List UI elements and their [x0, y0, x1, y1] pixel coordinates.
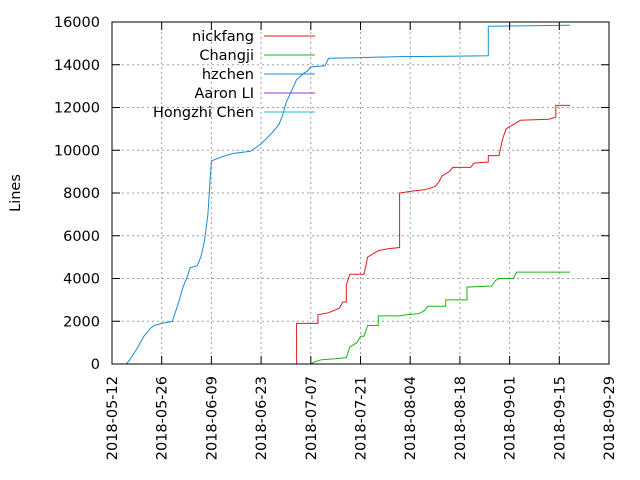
x-tick-label: 2018-06-09: [204, 376, 220, 460]
grid-lines: [112, 22, 609, 364]
series-lines: [125, 24, 571, 365]
legend-label: nickfang: [192, 29, 254, 45]
y-tick-label: 8000: [63, 186, 100, 202]
y-tick-label: 14000: [54, 58, 100, 74]
x-tick-label: 2018-05-12: [105, 376, 121, 460]
x-tick-label: 2018-09-29: [602, 376, 618, 460]
legend-label: Aaron LI: [195, 86, 254, 102]
series-line-changji: [310, 271, 570, 365]
y-tick-label: 0: [91, 357, 100, 373]
y-axis-label: Lines: [8, 174, 24, 212]
axis-ticks: 0 2000 4000 6000 8000 10000 12000 14000 16000 201…: [54, 15, 618, 460]
legend-label: Changji: [199, 48, 254, 64]
x-tick-label: 2018-06-23: [254, 376, 270, 460]
y-tick-label: 6000: [63, 229, 100, 245]
legend: nickfang Changji hzchen Aaron LI Hongzhi Che…: [153, 29, 315, 121]
y-tick-label: 2000: [63, 314, 100, 330]
x-tick-label: 2018-05-26: [155, 376, 171, 460]
legend-label: Hongzhi Chen: [153, 105, 254, 121]
series-line-nickfang: [296, 104, 570, 364]
y-tick-label: 4000: [63, 272, 100, 288]
y-tick-label: 16000: [54, 15, 100, 31]
x-tick-label: 2018-07-07: [304, 376, 320, 460]
x-tick-label: 2018-07-21: [354, 376, 370, 460]
x-tick-label: 2018-08-18: [453, 376, 469, 460]
y-tick-label: 10000: [54, 143, 100, 159]
x-tick-label: 2018-09-15: [552, 376, 568, 460]
x-tick-label: 2018-08-04: [403, 376, 419, 460]
series-line-hzchen: [125, 24, 571, 365]
legend-label: hzchen: [202, 67, 254, 83]
y-tick-label: 12000: [54, 101, 100, 117]
x-tick-label: 2018-09-01: [503, 376, 519, 460]
